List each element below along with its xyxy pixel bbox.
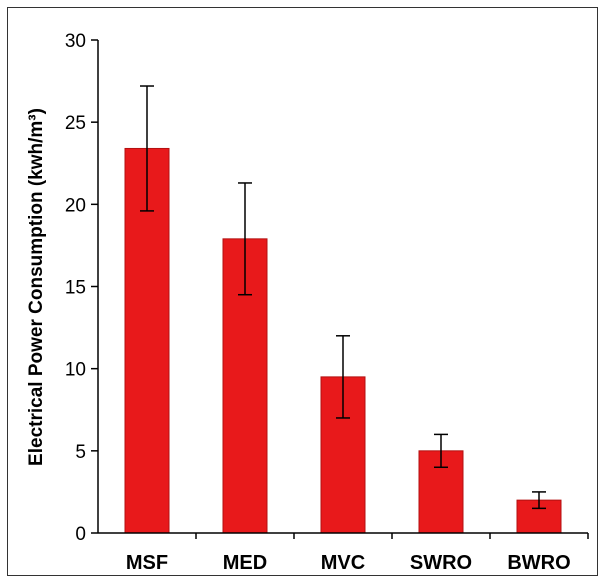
error-bar-msf: [140, 85, 154, 212]
y-tick-label: 30: [65, 31, 86, 52]
bars: [124, 147, 562, 534]
bar-msf: [124, 147, 170, 534]
y-tick-label: 20: [65, 195, 86, 216]
x-tick-label-med: MED: [223, 552, 267, 574]
error-bar-bwro: [532, 491, 546, 510]
error-bar-mvc: [336, 335, 350, 419]
y-axis-ticks: 0 5 10 15 20 25 30: [65, 31, 98, 545]
x-tick-label-mvc: MVC: [321, 552, 365, 574]
error-bar-med: [238, 182, 252, 296]
y-tick-label: 15: [65, 278, 86, 299]
x-tick-label-swro: SWRO: [410, 552, 472, 574]
chart-frame: [7, 7, 598, 576]
y-tick-label: 5: [75, 442, 86, 463]
y-tick-label: 25: [65, 113, 86, 134]
x-tick-label-bwro: BWRO: [507, 552, 570, 574]
error-bars: [140, 85, 546, 510]
error-bar-swro: [434, 433, 448, 469]
x-tick-label-msf: MSF: [126, 552, 168, 574]
y-tick-label: 0: [75, 524, 86, 545]
y-tick-label: 10: [65, 360, 86, 381]
y-axis-title: Electrical Power Consumption (kwh/m³): [26, 108, 47, 466]
x-axis-labels: MSF MED MVC SWRO BWRO: [126, 533, 589, 574]
